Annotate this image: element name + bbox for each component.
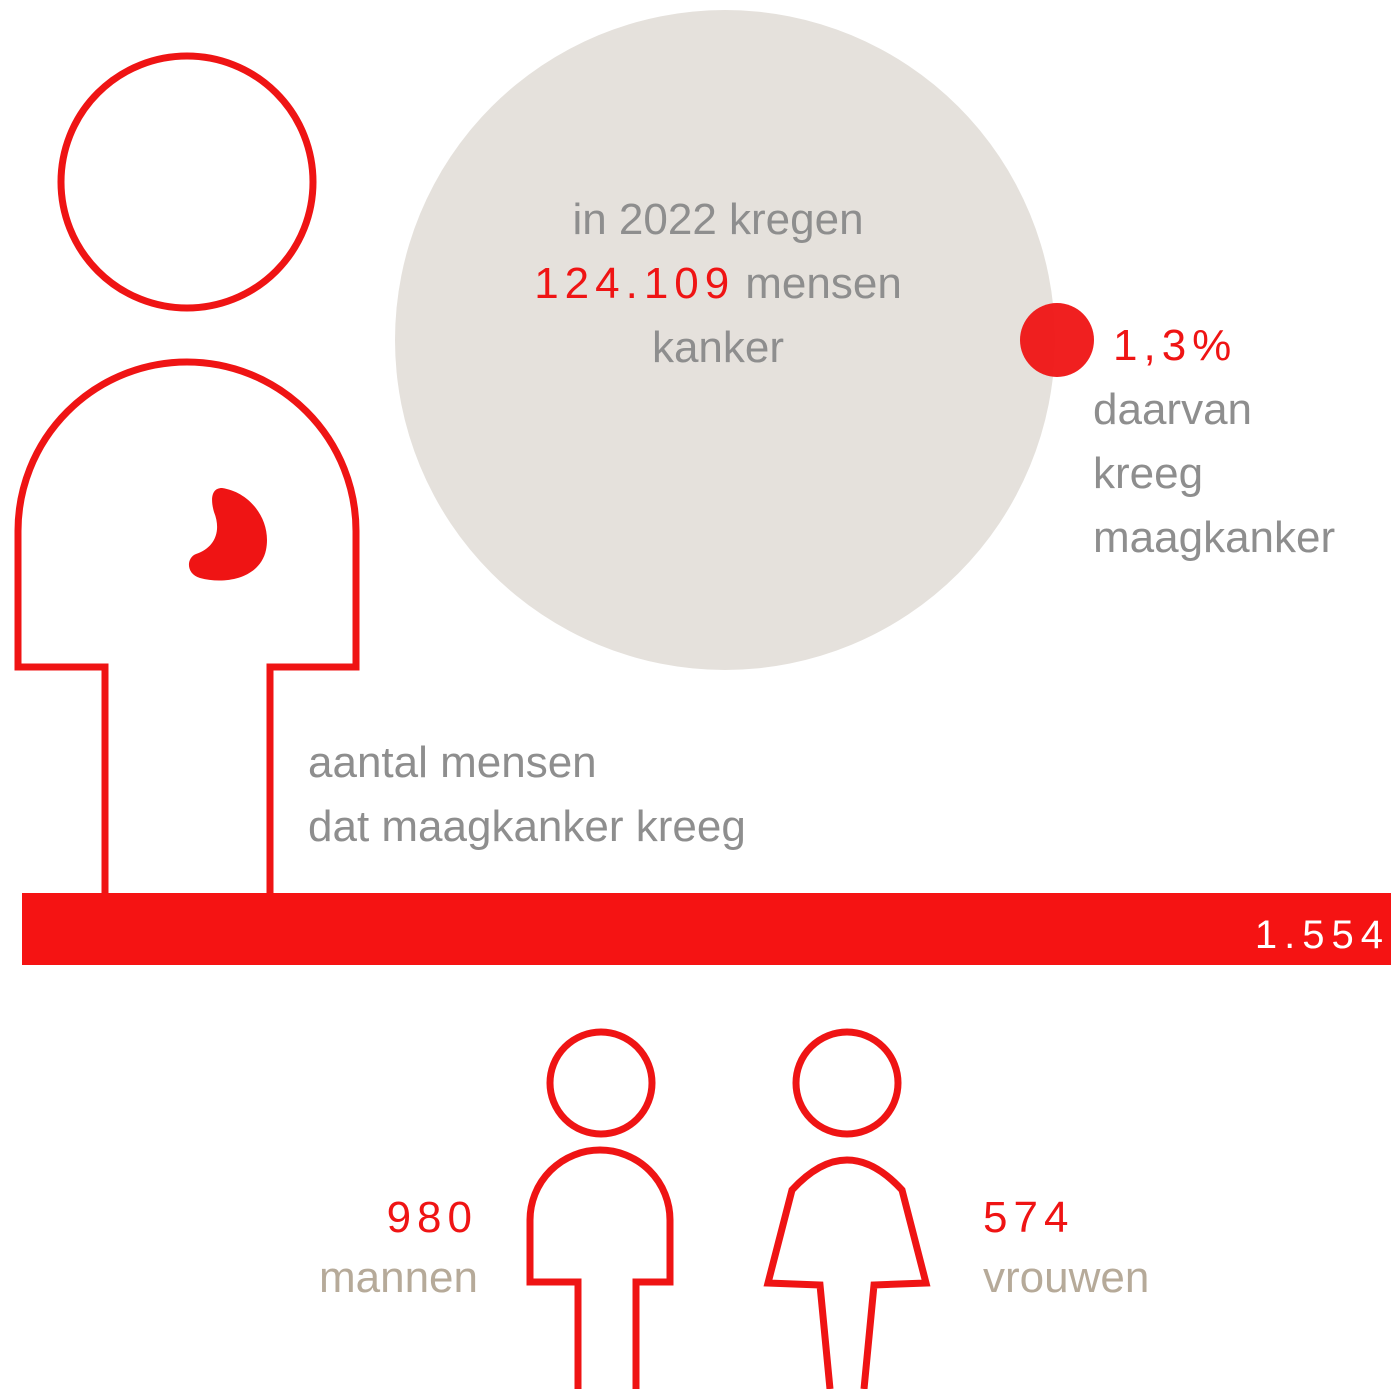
total-label: dat maagkanker kreeg (308, 802, 746, 851)
share-line: kreeg (1093, 449, 1203, 498)
infographic: in 2022 kregen 124.109mensen kanker 1,3%… (0, 0, 1391, 1389)
intro-line: kanker (652, 323, 784, 372)
men-label: mannen (319, 1253, 478, 1302)
page: in 2022 kregen 124.109mensen kanker 1,3%… (0, 0, 1391, 1389)
woman-head (796, 1032, 898, 1134)
total-value: 1.554 (1255, 913, 1390, 957)
share-line: daarvan (1093, 385, 1252, 434)
man-head (550, 1032, 652, 1134)
stomach-icon (189, 488, 267, 581)
women-value: 574 (983, 1193, 1074, 1242)
share-value: 1,3% (1113, 321, 1237, 370)
total-label: aantal mensen (308, 738, 597, 787)
person-body (18, 362, 356, 893)
intro-line: in 2022 kregen (572, 195, 863, 244)
women-label: vrouwen (983, 1253, 1149, 1302)
stomach-cancer-dot (1020, 303, 1094, 377)
share-line: maagkanker (1093, 513, 1335, 562)
intro-word: mensen (745, 259, 902, 308)
intro-count: 124.109 (534, 259, 735, 308)
woman-body (768, 1160, 926, 1389)
person-head (61, 56, 313, 308)
total-bar (22, 893, 1391, 965)
man-body (530, 1150, 670, 1389)
men-value: 980 (387, 1193, 478, 1242)
